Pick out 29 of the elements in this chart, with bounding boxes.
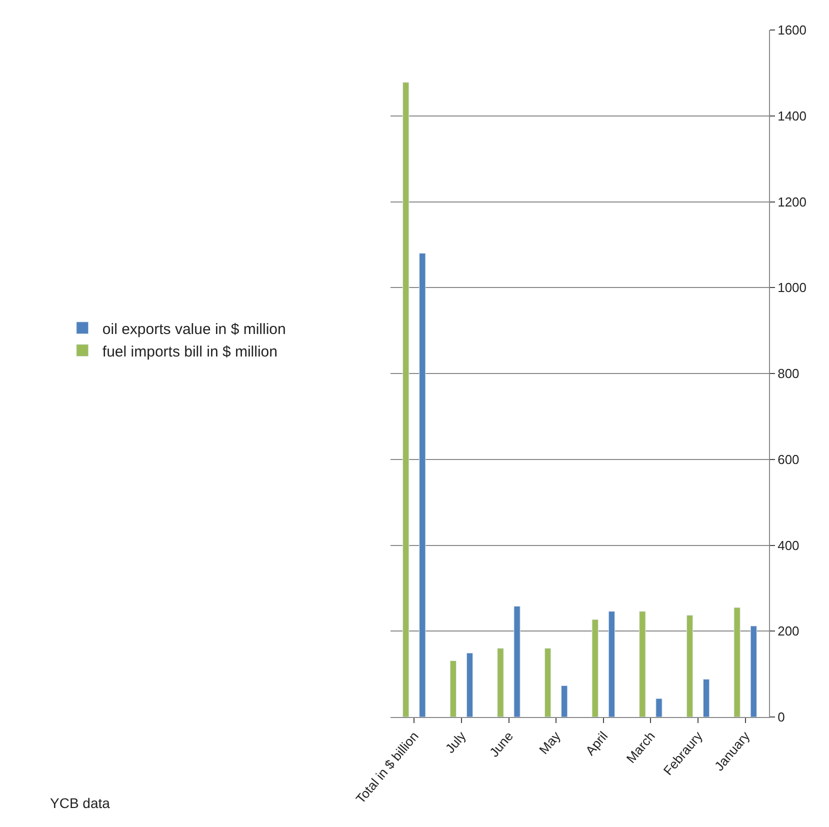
bar <box>702 678 710 717</box>
bar <box>402 82 410 717</box>
x-tick-label: July <box>442 728 470 756</box>
y-tick-label: 200 <box>778 624 800 639</box>
bar <box>544 648 552 717</box>
bar <box>466 652 474 717</box>
bar <box>608 611 616 717</box>
bar <box>497 648 504 717</box>
y-tick-label: 1200 <box>778 194 807 210</box>
text: YCB data <box>50 795 110 811</box>
y-tick-label: 1600 <box>778 22 807 38</box>
y-tick-label: 800 <box>778 366 800 382</box>
y-tick-label: 1400 <box>778 108 807 124</box>
y-tick-label: 0 <box>778 710 785 725</box>
bar <box>514 606 520 717</box>
bar <box>592 619 598 717</box>
bar <box>419 253 426 717</box>
legend-label: oil exports value in $ million <box>102 320 286 338</box>
bar <box>639 611 646 717</box>
y-tick-label: 600 <box>778 452 800 467</box>
bar <box>450 660 456 717</box>
legend-label: fuel imports bill in $ million <box>102 343 278 360</box>
y-tick-label: 400 <box>778 538 800 553</box>
y-tick-label: 1000 <box>778 280 807 296</box>
bar <box>734 607 740 717</box>
bar <box>561 685 568 717</box>
bar <box>750 626 757 717</box>
bar <box>686 614 694 717</box>
bar <box>656 698 662 717</box>
